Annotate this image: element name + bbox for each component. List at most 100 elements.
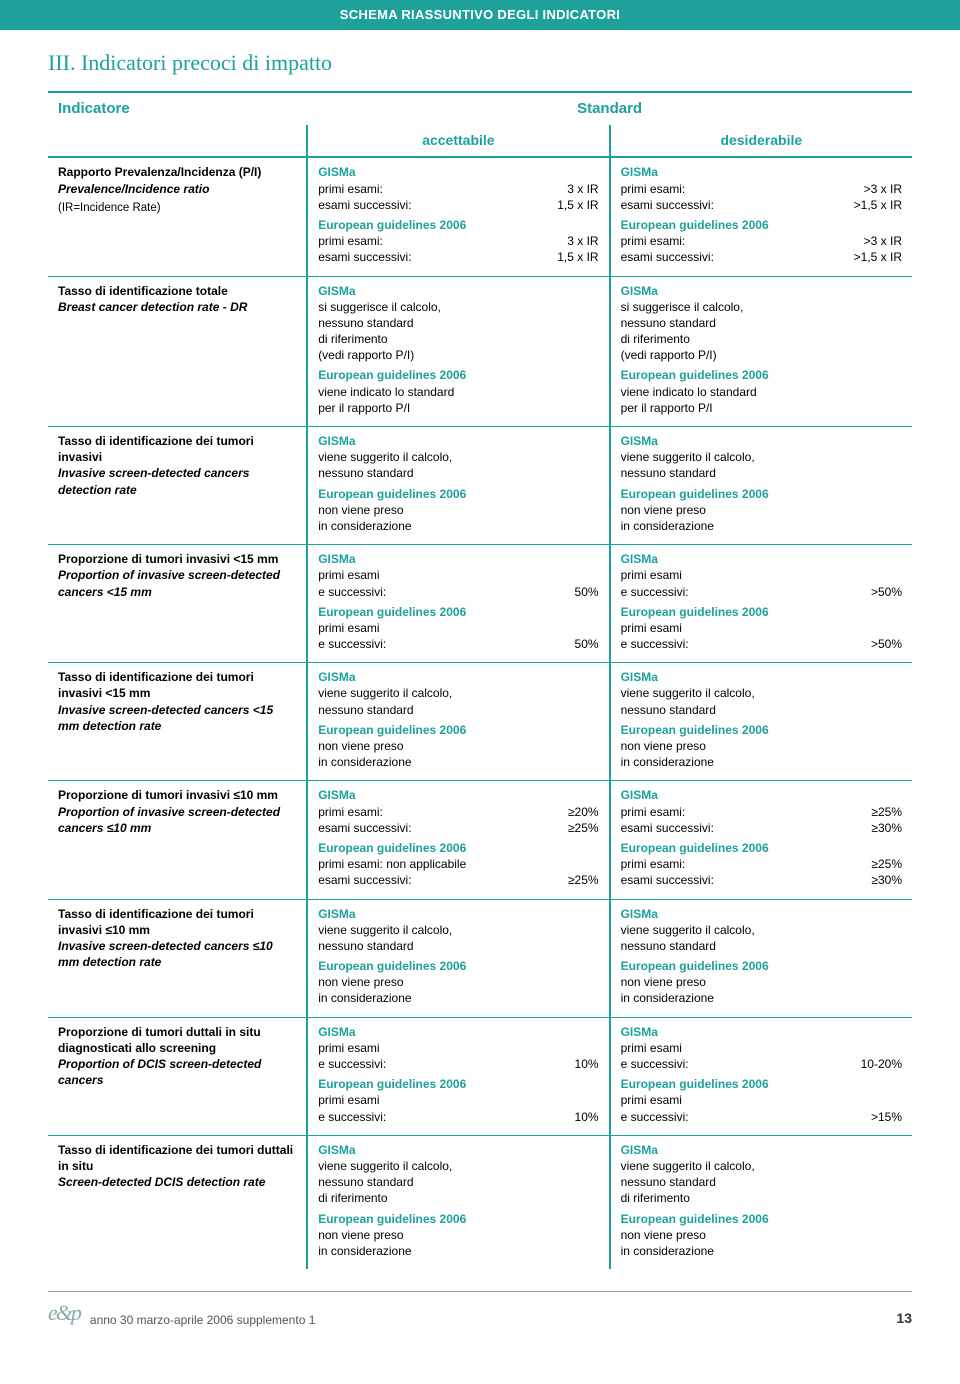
accettabile-cell: GISMaviene suggerito il calcolo,nessuno … [307, 427, 609, 545]
plain-text: di riferimento [621, 331, 902, 347]
source-label: GISMa [621, 283, 902, 299]
standard-group: GISMaviene suggerito il calcolo,nessuno … [318, 1142, 598, 1207]
plain-text: in considerazione [318, 518, 598, 534]
value-amount [591, 856, 599, 872]
value-line: primi esami:≥25% [621, 804, 902, 820]
plain-text: viene suggerito il calcolo, [318, 922, 598, 938]
indicator-en: Proportion of invasive screen-detected c… [58, 567, 296, 599]
value-line: primi esami [621, 620, 902, 636]
indicator-en: Invasive screen-detected cancers detecti… [58, 465, 296, 497]
value-label: primi esami: non applicabile [318, 856, 590, 872]
source-label: European guidelines 2006 [318, 217, 598, 233]
standard-group: GISMaprimi esami:>3 x IResami successivi… [621, 164, 902, 213]
source-label: European guidelines 2006 [621, 217, 902, 233]
standard-block: GISMaprimi esami:3 x IResami successivi:… [318, 164, 598, 265]
value-label: e successivi: [621, 584, 863, 600]
value-label: e successivi: [621, 636, 863, 652]
source-label: European guidelines 2006 [318, 604, 598, 620]
value-label: esami successivi: [621, 820, 864, 836]
value-amount [591, 1040, 599, 1056]
standard-block: GISMaprimi esami:≥25%esami successivi:≥3… [621, 787, 902, 888]
value-amount [894, 620, 902, 636]
source-label: European guidelines 2006 [318, 722, 598, 738]
value-line: primi esami:≥25% [621, 856, 902, 872]
plain-text: non viene preso [621, 1227, 902, 1243]
standard-block: GISMaprimi esamie successivi:>50%Europea… [621, 551, 902, 652]
plain-text: non viene preso [318, 1227, 598, 1243]
standard-group: GISMaviene suggerito il calcolo,nessuno … [621, 906, 902, 955]
standard-group: European guidelines 2006primi esami:≥25%… [621, 840, 902, 889]
value-amount: 50% [567, 636, 599, 652]
value-amount: 10% [567, 1056, 599, 1072]
standard-block: GISMaviene suggerito il calcolo,nessuno … [318, 669, 598, 770]
value-label: primi esami [621, 567, 894, 583]
plain-text: per il rapporto P/I [621, 400, 902, 416]
page-body: III. Indicatori precoci di impatto Indic… [0, 48, 960, 1352]
table-row: Proporzione di tumori invasivi <15 mmPro… [48, 545, 912, 663]
value-amount [591, 567, 599, 583]
plain-text: nessuno standard [621, 938, 902, 954]
plain-text: non viene preso [621, 502, 902, 518]
standard-block: GISMaprimi esamie successivi:10%European… [318, 1024, 598, 1125]
value-label: e successivi: [621, 1109, 863, 1125]
indicator-cell: Tasso di identificazione totaleBreast ca… [48, 276, 307, 427]
value-amount: >15% [863, 1109, 902, 1125]
table-row: Tasso di identificazione dei tumori inva… [48, 899, 912, 1017]
standard-group: European guidelines 2006primi esamie suc… [621, 604, 902, 653]
source-label: GISMa [621, 669, 902, 685]
indicator-en: Invasive screen-detected cancers ≤10 mm … [58, 938, 296, 970]
plain-text: per il rapporto P/I [318, 400, 598, 416]
value-label: e successivi: [318, 1056, 566, 1072]
plain-text: nessuno standard [318, 1174, 598, 1190]
th-desiderabile: desiderabile [610, 125, 912, 157]
value-amount [894, 1040, 902, 1056]
th-standard: Standard [307, 92, 912, 125]
source-label: European guidelines 2006 [621, 1211, 902, 1227]
table-body: Rapporto Prevalenza/Incidenza (P/I)Preva… [48, 157, 912, 1269]
plain-text: in considerazione [621, 990, 902, 1006]
standard-group: European guidelines 2006primi esami: non… [318, 840, 598, 889]
value-line: esami successivi:≥30% [621, 820, 902, 836]
value-line: esami successivi:≥25% [318, 872, 598, 888]
value-line: primi esami:≥20% [318, 804, 598, 820]
standard-block: GISMasi suggerisce il calcolo,nessuno st… [318, 283, 598, 417]
value-line: primi esami:>3 x IR [621, 233, 902, 249]
plain-text: non viene preso [318, 738, 598, 754]
standard-group: European guidelines 2006non viene presoi… [621, 958, 902, 1007]
value-label: esami successivi: [318, 197, 549, 213]
table-row: Proporzione di tumori invasivi ≤10 mmPro… [48, 781, 912, 899]
value-label: primi esami: [318, 181, 559, 197]
plain-text: nessuno standard [318, 315, 598, 331]
standard-group: European guidelines 2006primi esami:3 x … [318, 217, 598, 266]
source-label: GISMa [318, 1142, 598, 1158]
section-title: III. Indicatori precoci di impatto [48, 48, 912, 78]
source-label: European guidelines 2006 [621, 604, 902, 620]
plain-text: in considerazione [621, 754, 902, 770]
plain-text: di riferimento [318, 331, 598, 347]
indicator-title: Tasso di identificazione dei tumori inva… [58, 906, 296, 938]
standard-group: European guidelines 2006primi esamie suc… [318, 1076, 598, 1125]
accettabile-cell: GISMaprimi esami:≥20%esami successivi:≥2… [307, 781, 609, 899]
standard-group: GISMasi suggerisce il calcolo,nessuno st… [318, 283, 598, 364]
indicator-title: Tasso di identificazione totale [58, 283, 296, 299]
source-label: European guidelines 2006 [318, 840, 598, 856]
value-line: esami successivi:≥25% [318, 820, 598, 836]
standard-block: GISMaprimi esamie successivi:50%European… [318, 551, 598, 652]
value-label: esami successivi: [318, 820, 560, 836]
value-label: primi esami [318, 1092, 590, 1108]
source-label: GISMa [621, 787, 902, 803]
source-label: GISMa [318, 551, 598, 567]
source-label: GISMa [318, 433, 598, 449]
plain-text: nessuno standard [621, 1174, 902, 1190]
value-line: primi esami [318, 567, 598, 583]
standard-block: GISMaviene suggerito il calcolo,nessuno … [318, 1142, 598, 1259]
standard-group: GISMaviene suggerito il calcolo,nessuno … [621, 669, 902, 718]
plain-text: in considerazione [318, 990, 598, 1006]
indicator-cell: Proporzione di tumori invasivi <15 mmPro… [48, 545, 307, 663]
value-label: esami successivi: [318, 872, 560, 888]
indicator-en: Invasive screen-detected cancers <15 mm … [58, 702, 296, 734]
indicators-table: Indicatore Standard accettabile desidera… [48, 91, 912, 1269]
indicator-cell: Tasso di identificazione dei tumori inva… [48, 899, 307, 1017]
source-label: GISMa [621, 164, 902, 180]
plain-text: nessuno standard [318, 702, 598, 718]
